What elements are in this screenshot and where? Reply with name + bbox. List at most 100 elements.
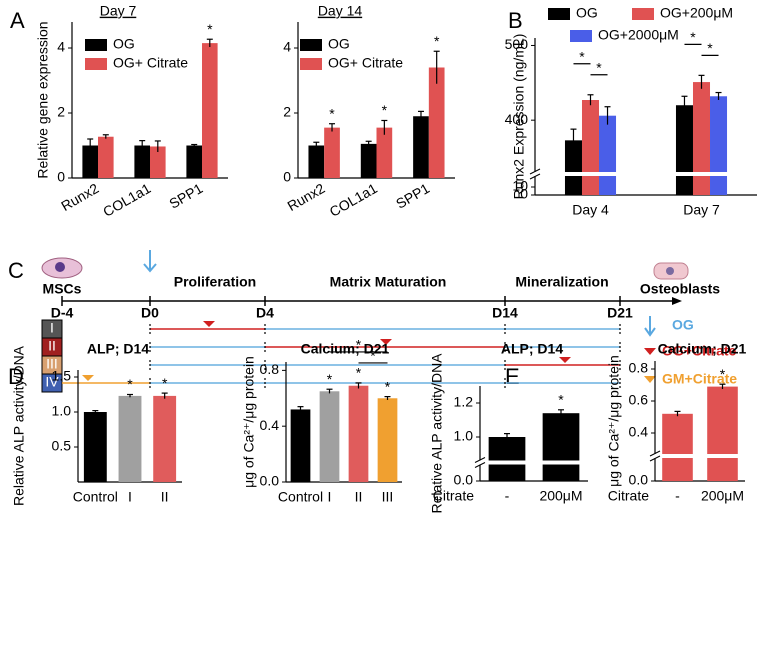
citrate-marker	[559, 357, 571, 363]
day-label: D21	[607, 305, 633, 321]
axis-break	[529, 172, 757, 176]
axis-break-mark	[474, 457, 486, 468]
day-label: D4	[256, 305, 274, 321]
x-tick-label: COL1a1	[327, 180, 380, 220]
legend-label: OG+ Citrate	[113, 55, 188, 71]
bar	[348, 385, 369, 482]
x-tick-label: -	[675, 488, 680, 504]
significance-star: *	[558, 392, 564, 408]
y-tick-label: 2	[57, 104, 65, 120]
significance-star: *	[327, 371, 333, 387]
significance-star: *	[690, 29, 696, 45]
x-tick-label: II	[355, 489, 363, 505]
legend-swatch	[300, 39, 322, 51]
chart-title: ALP; D14	[87, 341, 149, 357]
axis-break-mark	[529, 168, 541, 180]
x-tick-label: COL1a1	[100, 180, 153, 220]
phase-label: Mineralization	[515, 274, 608, 290]
significance-star: *	[596, 59, 602, 75]
group-label: III	[46, 356, 58, 372]
y-tick-label: 0	[520, 186, 528, 202]
significance-star: *	[720, 366, 726, 382]
y-tick-label: 400	[505, 111, 529, 127]
chart-title: Day 14	[318, 3, 363, 19]
bar	[564, 140, 582, 195]
y-tick-label: 1.0	[52, 403, 72, 419]
y-axis-label: Runx2 Expression (ng/mL)	[511, 34, 527, 200]
y-tick-label: 0	[57, 169, 65, 185]
y-tick-label: 1.5	[52, 368, 72, 384]
bar	[710, 96, 728, 195]
significance-star: *	[356, 337, 362, 353]
x-tick-label: 200μM	[701, 488, 744, 504]
y-axis-label: Relative gene expression	[35, 21, 51, 178]
panel-label: A	[10, 8, 25, 33]
bar	[360, 143, 377, 178]
y-tick-label: 0.0	[454, 472, 474, 488]
timeline-diagram: MSCs Osteoblasts D-4 D0 D4 D14 D21 Proli…	[41, 250, 737, 393]
legend-swatch	[85, 58, 107, 70]
legend-label: GM+Citrate	[662, 371, 737, 387]
legend-swatch	[570, 30, 592, 42]
bar	[675, 105, 693, 195]
panel-label: E	[505, 364, 520, 389]
y-tick-label: 500	[505, 36, 529, 52]
bar	[488, 437, 526, 481]
y-tick-label: 4	[57, 39, 65, 55]
legend-label: OG+200μM	[660, 5, 733, 21]
axis-break-mark	[649, 450, 661, 462]
y-tick-label: 0.8	[629, 360, 649, 376]
legend-marker	[644, 348, 656, 355]
legend-label: OG+ Citrate	[328, 55, 403, 71]
x-axis-label: Citrate	[433, 488, 474, 504]
y-tick-label: 1.0	[454, 428, 474, 444]
bar	[319, 391, 340, 482]
significance-star: *	[207, 21, 213, 37]
x-tick-label: SPP1	[393, 180, 432, 212]
significance-star: *	[707, 40, 713, 56]
legend-label: OG	[672, 317, 694, 333]
y-axis-label: μg of Ca²⁺/μg protein	[241, 356, 257, 488]
significance-star: *	[356, 365, 362, 381]
row-ticks	[149, 324, 621, 388]
y-axis-label: μg of Ca²⁺/μg protein	[606, 355, 622, 487]
significance-star: *	[434, 33, 440, 49]
y-tick-label: 0.6	[629, 392, 649, 408]
treatment-lines	[62, 328, 620, 384]
bar	[692, 82, 711, 195]
significance-star: *	[162, 375, 168, 391]
citrate-marker	[82, 375, 94, 381]
cell-label: Osteoblasts	[640, 281, 720, 297]
x-tick-label: SPP1	[166, 180, 205, 212]
bar	[83, 412, 107, 482]
bar	[153, 395, 177, 482]
significance-star: *	[579, 48, 585, 64]
citrate-marker	[380, 339, 392, 345]
y-tick-label: 0.8	[260, 361, 280, 377]
y-tick-label: 0	[283, 169, 291, 185]
timeline-arrow	[672, 297, 682, 305]
bar	[662, 413, 693, 481]
legend-swatch	[300, 58, 322, 70]
chart-title: ALP; D14	[501, 341, 563, 357]
group-label: IV	[45, 374, 59, 390]
x-tick-label: Day 7	[683, 202, 720, 218]
bar	[150, 146, 166, 178]
y-tick-label: 0.0	[260, 473, 280, 489]
day-label: D-4	[51, 305, 74, 321]
phase-label: Matrix Maturation	[330, 274, 447, 290]
significance-star: *	[385, 378, 391, 394]
x-tick-label: 200μM	[539, 488, 582, 504]
x-tick-label: Control	[278, 489, 323, 505]
bar	[428, 67, 445, 178]
legend-label: OG+2000μM	[598, 27, 679, 43]
bar	[134, 145, 150, 178]
bar	[376, 127, 393, 178]
chart-title: Day 7	[100, 3, 137, 19]
y-tick-label: 2	[283, 104, 291, 120]
x-tick-label: I	[328, 489, 332, 505]
bar	[707, 386, 738, 481]
bar	[324, 127, 340, 178]
panel-label: B	[508, 8, 523, 33]
